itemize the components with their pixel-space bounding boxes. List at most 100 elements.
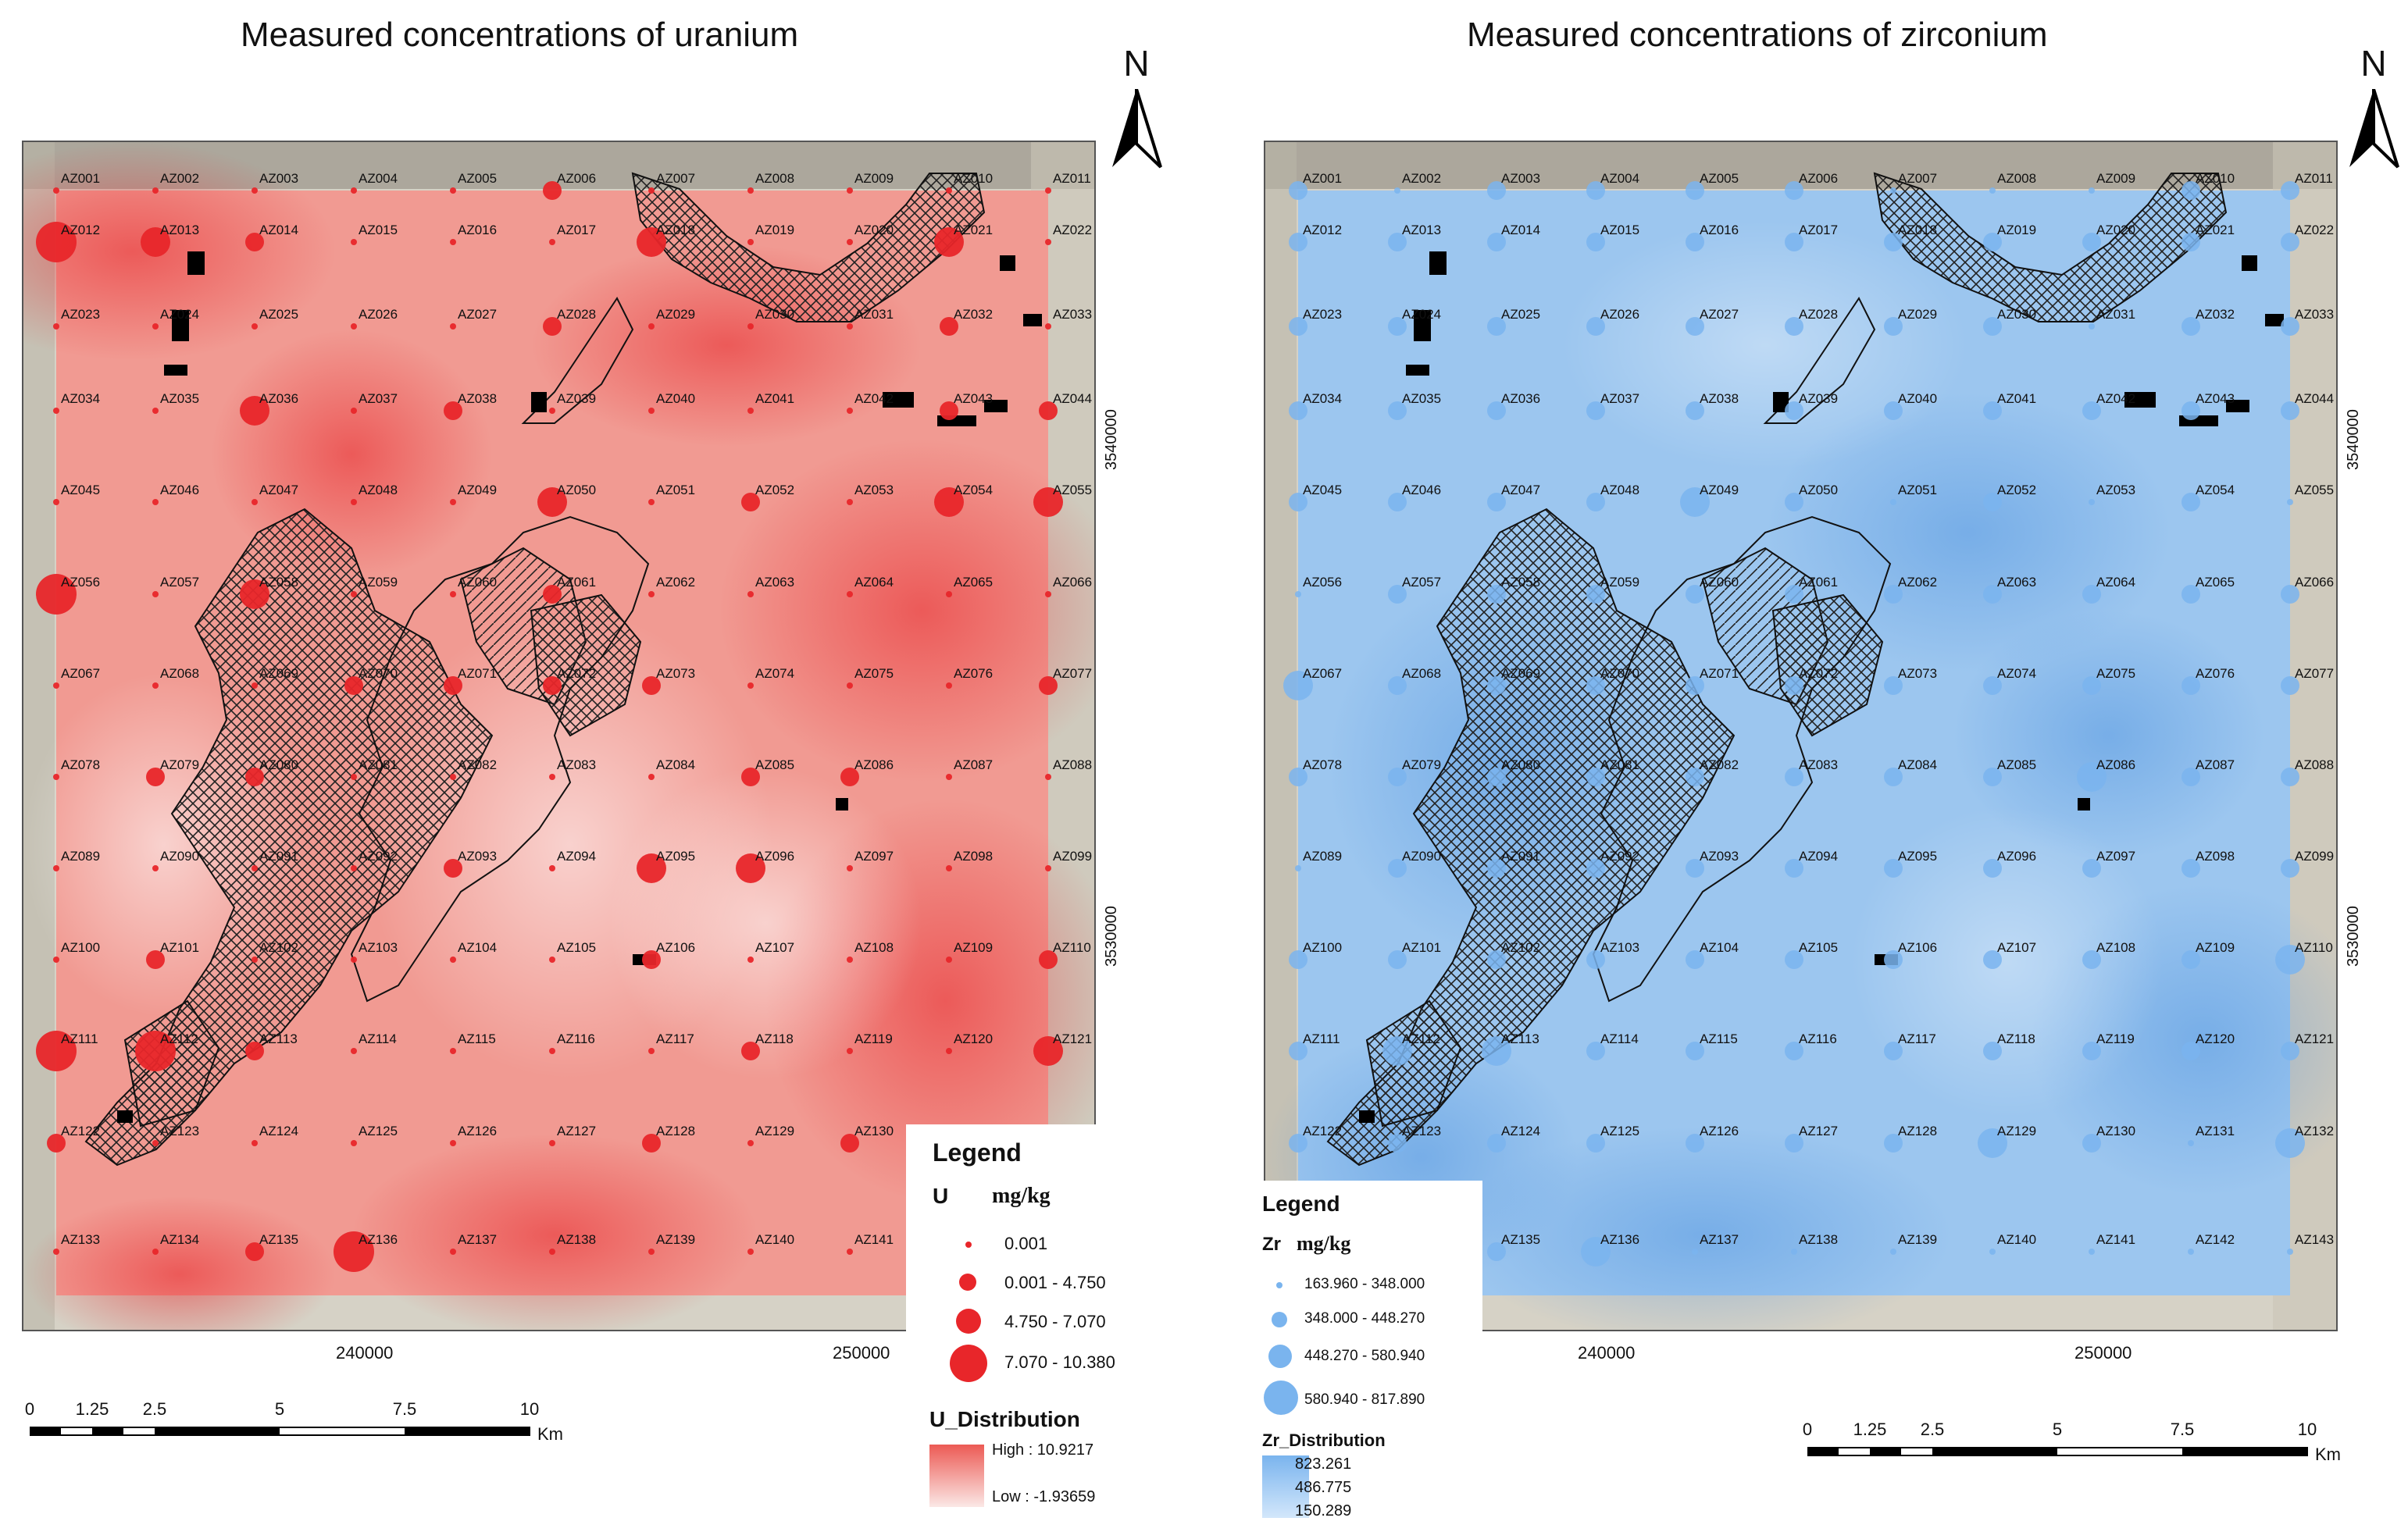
sample-label: AZ013 <box>160 223 199 237</box>
sample-label: AZ034 <box>1303 391 1342 406</box>
sample-point <box>1983 768 2002 786</box>
sample-point <box>741 1042 760 1060</box>
sample-point <box>1884 859 1903 878</box>
sample-point <box>351 323 357 330</box>
sample-label: AZ036 <box>259 391 298 406</box>
sample-point <box>152 1249 159 1255</box>
sample-label: AZ017 <box>557 223 596 237</box>
sample-label: AZ006 <box>1799 171 1838 186</box>
sample-label: AZ134 <box>160 1232 199 1247</box>
sample-point <box>934 227 964 257</box>
sample-label: AZ005 <box>458 171 497 186</box>
zirconium-color-ramp <box>1262 1455 1309 1518</box>
sample-label: AZ022 <box>2295 223 2334 237</box>
sample-label: AZ136 <box>359 1232 398 1247</box>
legend-field: Zr <box>1262 1234 1281 1255</box>
sample-label: AZ136 <box>1600 1232 1639 1247</box>
sample-point <box>549 1249 555 1255</box>
sample-point <box>1983 1042 2002 1060</box>
sample-point <box>1785 1134 1803 1153</box>
sample-point <box>450 1249 456 1255</box>
sample-point <box>1785 401 1803 420</box>
sample-label: AZ048 <box>1600 483 1639 497</box>
sample-point <box>747 1249 754 1255</box>
north-label: N <box>2360 43 2387 84</box>
sample-label: AZ006 <box>557 171 596 186</box>
sample-point <box>53 499 59 505</box>
sample-point <box>1487 493 1506 511</box>
sample-point <box>648 1048 655 1054</box>
zirconium-legend: Legend Zr mg/kg 163.960 - 348.000 348.00… <box>1248 1181 1482 1524</box>
sample-label: AZ139 <box>656 1232 695 1247</box>
sample-label: AZ067 <box>61 666 100 681</box>
sample-point <box>1686 317 1704 336</box>
sample-point <box>252 682 258 689</box>
sample-label: AZ012 <box>1303 223 1342 237</box>
sample-label: AZ059 <box>1600 575 1639 590</box>
north-arrow: N <box>2346 42 2401 169</box>
sample-point <box>351 408 357 414</box>
map-canvas: AZ001 AZ002 AZ003 AZ004 AZ005 AZ006 AZ007 AZ008… <box>1265 142 2336 1330</box>
sample-label: AZ058 <box>1501 575 1540 590</box>
sample-label: AZ025 <box>259 307 298 322</box>
sample-label: AZ010 <box>954 171 993 186</box>
sample-label: AZ017 <box>1799 223 1838 237</box>
x-tick-label: 240000 <box>336 1343 394 1363</box>
north-label: N <box>1123 43 1150 84</box>
sample-point <box>1686 950 1704 969</box>
sample-label: AZ090 <box>1402 849 1441 864</box>
sample-label: AZ080 <box>259 757 298 772</box>
sample-label: AZ053 <box>2096 483 2135 497</box>
sample-label: AZ069 <box>1501 666 1540 681</box>
sample-point <box>1586 401 1605 420</box>
sample-label: AZ077 <box>2295 666 2334 681</box>
sample-label: AZ109 <box>2196 940 2235 955</box>
sample-label: AZ086 <box>854 757 894 772</box>
x-tick-label: 240000 <box>1578 1343 1636 1363</box>
sample-label: AZ051 <box>1898 483 1937 497</box>
sample-point <box>245 1242 264 1261</box>
sample-label: AZ055 <box>1053 483 1092 497</box>
sample-label: AZ090 <box>160 849 199 864</box>
sample-point <box>2181 493 2200 511</box>
sample-point <box>53 957 59 963</box>
legend-class: 4.750 - 7.070 <box>1004 1312 1106 1331</box>
sample-label: AZ031 <box>854 307 894 322</box>
sample-label: AZ128 <box>1898 1124 1937 1138</box>
sample-point <box>36 574 77 615</box>
sample-point <box>2181 317 2200 336</box>
sample-label: AZ035 <box>160 391 199 406</box>
sample-point <box>245 233 264 251</box>
sample-label: AZ125 <box>359 1124 398 1138</box>
sample-label: AZ001 <box>1303 171 1342 186</box>
sample-point <box>1388 1134 1407 1153</box>
sample-point <box>2275 945 2305 974</box>
legend-class: 0.001 - 4.750 <box>1004 1273 1106 1292</box>
sample-label: AZ047 <box>1501 483 1540 497</box>
sample-point <box>1890 187 1896 194</box>
sample-label: AZ124 <box>259 1124 298 1138</box>
sample-label: AZ047 <box>259 483 298 497</box>
sample-label: AZ139 <box>1898 1232 1937 1247</box>
sample-label: AZ051 <box>656 483 695 497</box>
map-title: Measured concentrations of uranium <box>241 16 799 54</box>
sample-point <box>2082 676 2101 695</box>
sample-label: AZ067 <box>1303 666 1342 681</box>
sample-point <box>252 957 258 963</box>
sample-point <box>1983 585 2002 604</box>
legend-class: 348.000 - 448.270 <box>1304 1310 1425 1327</box>
sample-point <box>549 957 555 963</box>
sample-label: AZ094 <box>1799 849 1838 864</box>
sample-label: AZ110 <box>1053 940 1091 955</box>
sample-point <box>135 1031 176 1071</box>
y-tick-label: 3530000 <box>2345 906 2362 967</box>
sample-point <box>847 682 853 689</box>
sample-point <box>2082 1134 2101 1153</box>
sample-label: AZ048 <box>359 483 398 497</box>
sample-point <box>543 676 562 695</box>
sample-label: AZ128 <box>656 1124 695 1138</box>
sample-point <box>2281 676 2299 695</box>
sample-label: AZ037 <box>359 391 398 406</box>
sample-point <box>1785 585 1803 604</box>
sample-label: AZ118 <box>755 1031 794 1046</box>
